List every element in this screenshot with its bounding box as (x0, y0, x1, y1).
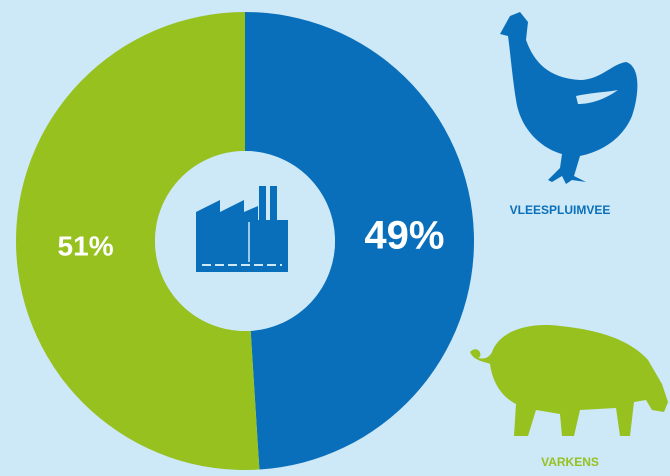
infographic: 49% VLEESPLUIMVEE 51% VARKENS (0, 0, 670, 476)
category-label: VARKENS (541, 455, 599, 469)
value-label: 51% (58, 230, 114, 261)
category-label: VLEESPLUIMVEE (510, 203, 611, 217)
value-label: 49% (364, 214, 444, 258)
